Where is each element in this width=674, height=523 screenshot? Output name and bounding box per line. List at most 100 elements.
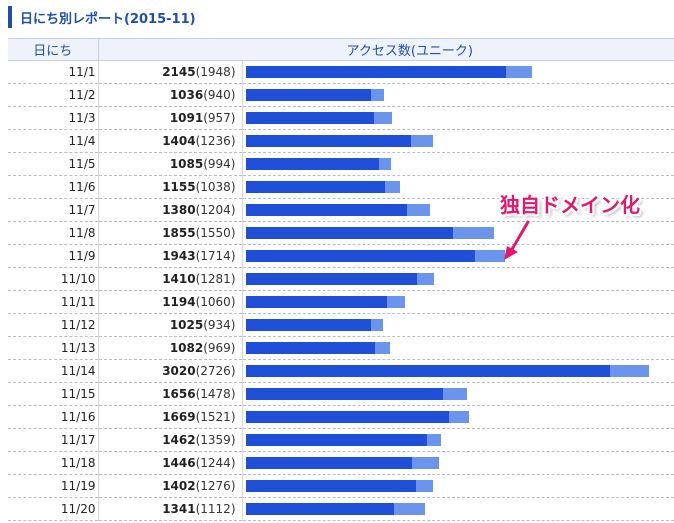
row-bar-cell — [241, 152, 674, 176]
row-bar-cell — [241, 221, 674, 245]
row-access-count: 1341(1112) — [97, 497, 242, 521]
unique-count: (1281) — [195, 272, 236, 286]
table-header-row: 日にち アクセス数(ユニーク) — [8, 38, 674, 61]
row-access-count: 1855(1550) — [97, 221, 242, 245]
row-date: 11/14 — [8, 359, 98, 383]
row-access-count: 1380(1204) — [97, 198, 242, 222]
total-count: 1194 — [162, 295, 196, 309]
unique-count: (1948) — [195, 65, 236, 79]
total-count: 1380 — [162, 203, 196, 217]
row-bar-cell — [241, 198, 674, 222]
row-date: 11/19 — [8, 474, 98, 498]
row-access-count: 1085(994) — [97, 152, 242, 176]
row-bar-cell — [241, 60, 674, 84]
row-bar-cell — [241, 497, 674, 521]
unique-bar — [245, 411, 449, 423]
unique-bar — [245, 273, 417, 285]
row-bar-cell — [241, 428, 674, 452]
total-count: 1855 — [162, 226, 196, 240]
report-title: 日にち別レポート(2015-11) — [20, 11, 196, 27]
total-count: 1656 — [162, 387, 196, 401]
row-access-count: 1462(1359) — [97, 428, 242, 452]
table-row: 11/1 2145(1948) — [8, 60, 674, 84]
total-count: 1410 — [162, 272, 196, 286]
total-count: 3020 — [162, 364, 196, 378]
table-row: 11/19 1402(1276) — [8, 474, 674, 498]
row-access-count: 1402(1276) — [97, 474, 242, 498]
table-row: 11/15 1656(1478) — [8, 382, 674, 406]
unique-count: (1060) — [195, 295, 236, 309]
total-count: 1036 — [169, 88, 204, 102]
table-row: 11/9 1943(1714) — [8, 244, 674, 268]
table-row: 11/16 1669(1521) — [8, 405, 674, 429]
row-access-count: 1091(957) — [97, 106, 242, 130]
row-access-count: 1025(934) — [97, 313, 242, 337]
row-access-count: 1404(1236) — [97, 129, 242, 153]
unique-count: (969) — [203, 341, 236, 355]
access-bar — [245, 181, 674, 193]
unique-count: (1276) — [195, 479, 236, 493]
row-access-count: 1082(969) — [97, 336, 242, 360]
unique-count: (1038) — [195, 180, 236, 194]
row-date: 11/15 — [8, 382, 98, 406]
unique-count: (1478) — [195, 387, 236, 401]
unique-count: (957) — [203, 111, 236, 125]
unique-count: (1236) — [195, 134, 236, 148]
access-bar — [245, 342, 674, 354]
unique-count: (2726) — [195, 364, 236, 378]
unique-bar — [245, 227, 453, 239]
unique-count: (1714) — [195, 249, 236, 263]
access-bar — [245, 273, 674, 285]
table-row: 11/12 1025(934) — [8, 313, 674, 337]
access-bar — [245, 296, 674, 308]
unique-bar — [245, 112, 374, 124]
row-bar-cell — [241, 244, 674, 268]
unique-count: (940) — [203, 88, 236, 102]
total-count: 1402 — [162, 479, 196, 493]
row-date: 11/2 — [8, 83, 98, 107]
row-bar-cell — [241, 83, 674, 107]
unique-bar — [245, 204, 407, 216]
row-bar-cell — [241, 336, 674, 360]
access-bar — [245, 135, 674, 147]
access-bar — [245, 365, 674, 377]
row-bar-cell — [241, 290, 674, 314]
table-row: 11/20 1341(1112) — [8, 497, 674, 521]
unique-count: (1521) — [195, 410, 236, 424]
total-count: 1091 — [169, 111, 204, 125]
unique-count: (1204) — [195, 203, 236, 217]
table-row: 11/10 1410(1281) — [8, 267, 674, 291]
total-count: 1085 — [169, 157, 204, 171]
access-bar — [245, 411, 674, 423]
row-date: 11/1 — [8, 60, 98, 84]
unique-bar — [245, 181, 385, 193]
row-date: 11/6 — [8, 175, 98, 199]
table-row: 11/7 1380(1204) — [8, 198, 674, 222]
unique-bar — [245, 480, 416, 492]
table-row: 11/11 1194(1060) — [8, 290, 674, 314]
access-bar — [245, 66, 674, 78]
total-count: 1404 — [162, 134, 196, 148]
table-row: 11/17 1462(1359) — [8, 428, 674, 452]
row-bar-cell — [241, 267, 674, 291]
access-bar — [245, 204, 674, 216]
row-date: 11/8 — [8, 221, 98, 245]
row-date: 11/7 — [8, 198, 98, 222]
report-title-block: 日にち別レポート(2015-11) — [8, 6, 196, 28]
row-date: 11/9 — [8, 244, 98, 268]
row-access-count: 1656(1478) — [97, 382, 242, 406]
column-header-date: 日にち — [8, 38, 99, 61]
total-count: 1669 — [162, 410, 196, 424]
row-date: 11/12 — [8, 313, 98, 337]
row-bar-cell — [241, 405, 674, 429]
table-row: 11/2 1036(940) — [8, 83, 674, 107]
unique-count: (1359) — [195, 433, 236, 447]
row-date: 11/20 — [8, 497, 98, 521]
total-count: 1446 — [162, 456, 196, 470]
row-date: 11/16 — [8, 405, 98, 429]
row-date: 11/18 — [8, 451, 98, 475]
row-bar-cell — [241, 313, 674, 337]
table-row: 11/4 1404(1236) — [8, 129, 674, 153]
access-bar — [245, 112, 674, 124]
access-bar — [245, 388, 674, 400]
